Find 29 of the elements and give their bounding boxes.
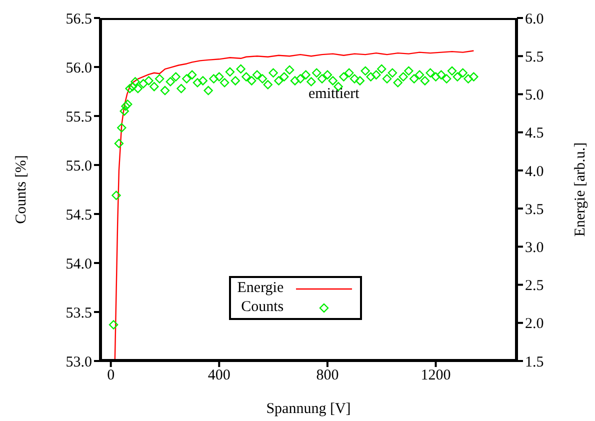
y-tick-label: 55.0 [66,158,92,174]
y-tick-label: 53.5 [66,305,92,322]
y-tick-label: 56.5 [66,11,92,28]
y-tick-label: 53.0 [66,354,92,370]
y-tick-label: 56.0 [66,60,92,76]
y2-tick-label: 5.5 [525,49,544,66]
y2-tick-label: 5.0 [525,88,544,104]
y2-axis-title: Energie [arb.u.] [572,142,588,237]
annotation: emittiert [308,86,360,103]
x-tick-label: 1200 [420,368,451,384]
y-tick-label: 54.0 [66,256,92,272]
y-tick-label: 55.5 [66,109,92,126]
y2-tick-label: 6.0 [525,11,544,28]
y2-tick-label: 3.0 [525,240,544,256]
y2-tick-label: 1.5 [525,354,544,370]
legend-label: Counts [241,298,284,317]
y2-tick-label: 2.0 [525,316,544,332]
y2-tick-label: 4.5 [525,126,544,142]
x-tick-label: 0 [107,368,115,384]
y2-tick-label: 4.0 [525,164,544,180]
y2-tick-label: 2.5 [525,278,544,294]
y-axis-title: Counts [%] [13,155,30,224]
y-tick-label: 54.5 [66,207,92,224]
x-tick-label: 400 [208,368,230,384]
line-series [114,50,474,361]
x-tick-label: 800 [316,368,339,384]
legend-label: Energie [237,279,284,298]
x-axis-title: Spannung [V] [266,401,351,417]
y2-tick-label: 3.5 [525,202,544,218]
